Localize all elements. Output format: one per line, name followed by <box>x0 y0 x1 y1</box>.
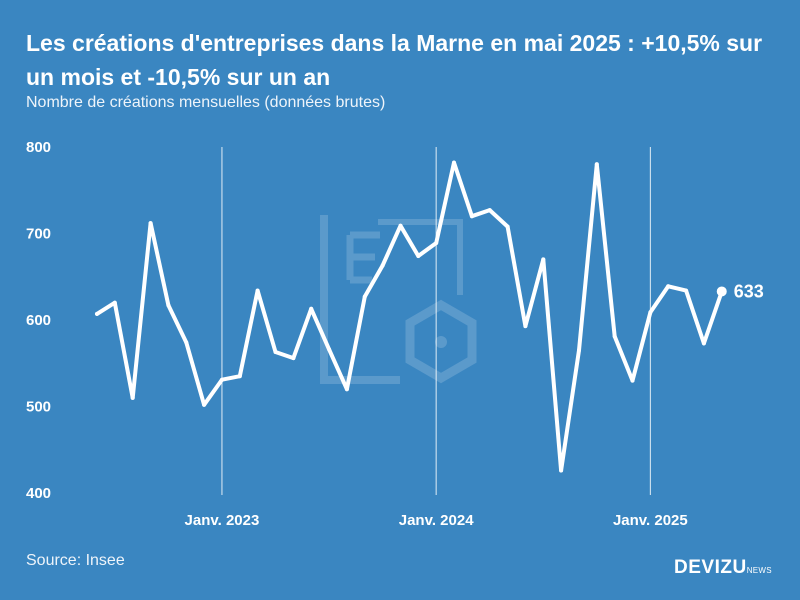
data-point <box>202 402 207 407</box>
data-point <box>166 303 171 308</box>
chart-subtitle: Nombre de créations mensuelles (données … <box>26 94 386 111</box>
data-point <box>505 224 510 229</box>
data-point <box>362 294 367 299</box>
data-point <box>701 341 706 346</box>
data-point <box>684 288 689 293</box>
data-point <box>344 387 349 392</box>
data-point <box>612 334 617 339</box>
data-point <box>255 288 260 293</box>
data-point <box>434 241 439 245</box>
end-point-marker <box>716 286 727 297</box>
data-point <box>487 208 492 213</box>
brand-logo: DEVIZUNEWS <box>674 557 772 579</box>
x-tick-label: Janv. 2025 <box>613 512 688 529</box>
data-point <box>220 377 224 382</box>
brand-main: DEVIZU <box>674 557 747 578</box>
y-tick-label: 500 <box>26 399 51 416</box>
y-tick-label: 600 <box>26 312 51 329</box>
data-point <box>416 254 421 258</box>
data-point <box>594 162 599 167</box>
data-point <box>95 311 99 316</box>
data-point <box>380 263 385 268</box>
data-point <box>666 284 671 289</box>
data-point <box>237 374 242 379</box>
data-point <box>148 221 153 226</box>
data-point <box>630 378 635 383</box>
data-point <box>130 395 135 400</box>
data-point <box>273 350 278 354</box>
data-point <box>523 324 528 329</box>
data-point <box>577 348 581 353</box>
data-point <box>398 223 403 228</box>
data-point <box>648 310 653 315</box>
data-point <box>327 347 332 352</box>
x-tick-label: Janv. 2023 <box>185 512 260 529</box>
chart-title: Les créations d'entreprises dans la Marn… <box>26 30 763 90</box>
brand-sub: NEWS <box>746 566 772 575</box>
y-tick-label: 800 <box>26 139 51 156</box>
data-point <box>559 468 564 473</box>
data-point <box>309 306 314 311</box>
y-tick-label: 400 <box>26 485 51 502</box>
data-point <box>541 257 546 262</box>
data-point <box>184 340 189 345</box>
source-note: Source: Insee <box>26 552 125 569</box>
watermark-logo-icon <box>320 215 477 384</box>
data-point <box>112 300 117 305</box>
data-point <box>452 160 456 165</box>
data-point <box>291 356 296 361</box>
end-value-label: 633 <box>734 281 764 301</box>
series-line <box>95 160 724 473</box>
data-point <box>469 214 474 219</box>
y-tick-label: 700 <box>26 226 51 243</box>
x-tick-label: Janv. 2024 <box>399 512 474 529</box>
